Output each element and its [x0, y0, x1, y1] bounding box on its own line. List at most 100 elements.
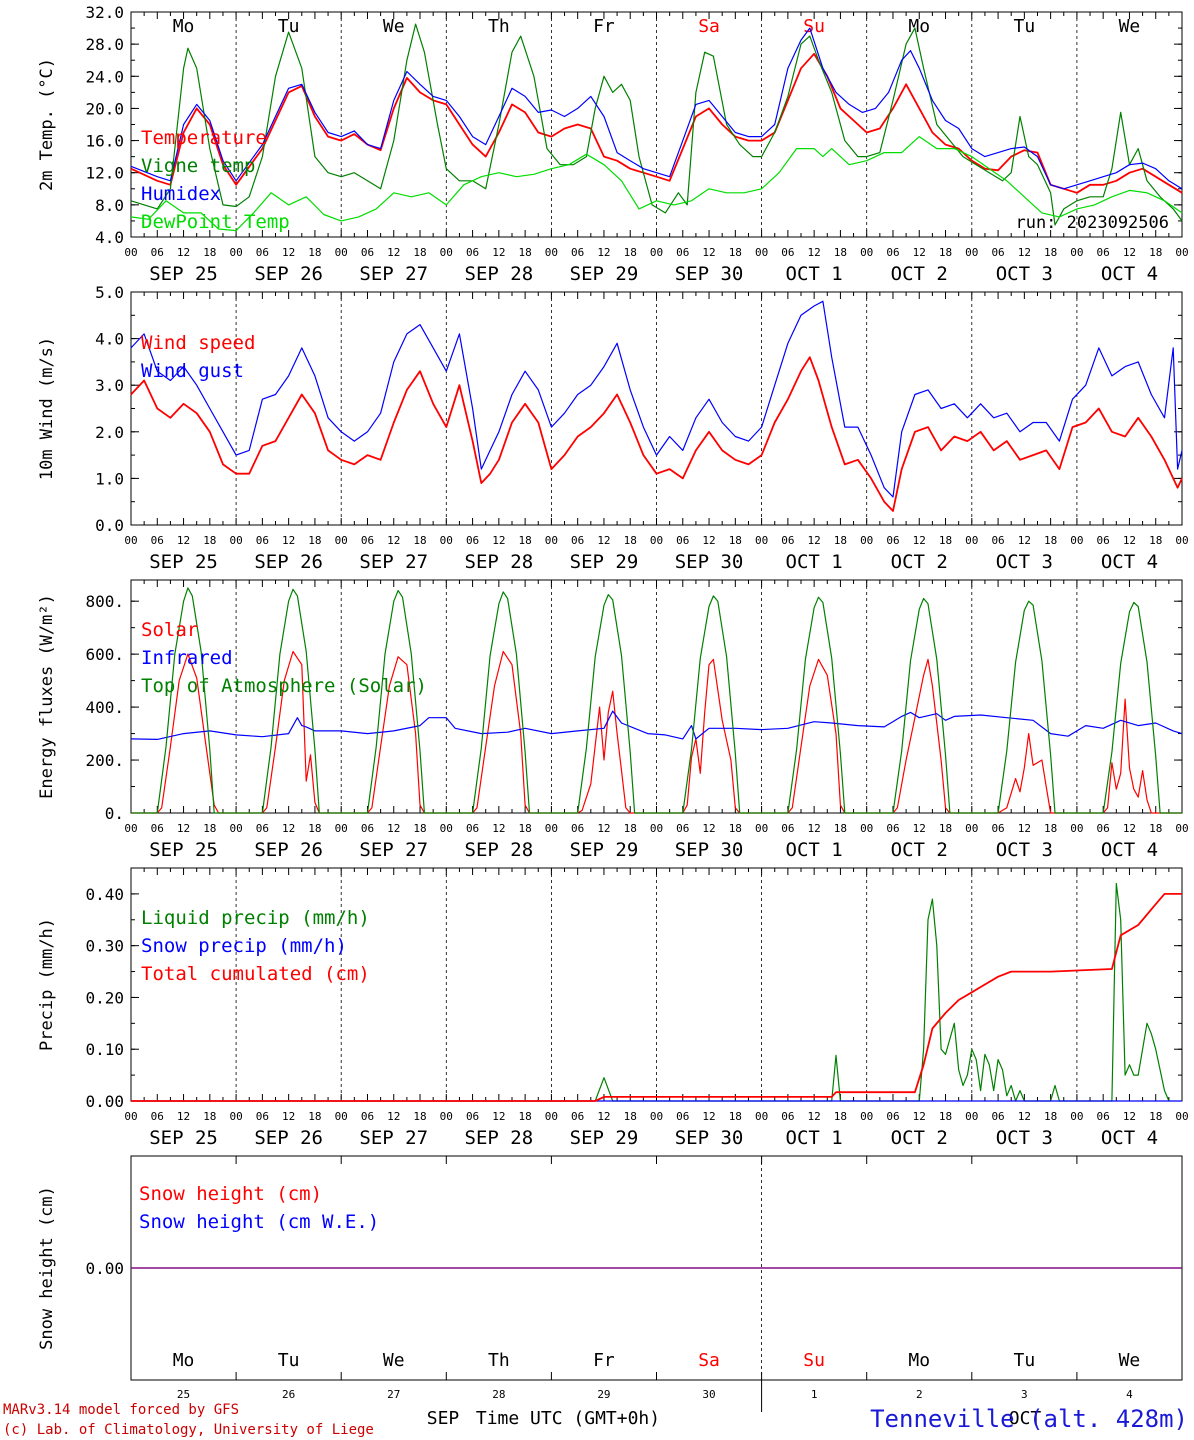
legend-entry: DewPoint Temp: [141, 211, 290, 233]
hour-tick-label: 00: [1070, 822, 1083, 835]
hour-tick-label: 06: [571, 822, 584, 835]
y-tick-label: 0.: [105, 804, 124, 823]
date-label: SEP 26: [254, 1127, 323, 1149]
hour-tick-label: 18: [729, 534, 742, 547]
y-axis-label: Precip (mm/h): [37, 918, 57, 1051]
hour-tick-label: 06: [151, 534, 164, 547]
panel-temperature: 00 06 12 18 00 06 12 18 00 06 12 18 00 06 12 18 00 06 12 18…: [37, 3, 1189, 285]
day-number: 29: [597, 1388, 610, 1401]
hour-tick-label: 18: [624, 246, 637, 259]
day-name: Mo: [173, 16, 195, 37]
date-label: OCT 1: [786, 263, 843, 285]
y-tick-label: 800.: [85, 592, 124, 611]
date-label: SEP 26: [254, 263, 323, 285]
hour-tick-label: 06: [676, 534, 689, 547]
date-label: SEP 25: [149, 1127, 218, 1149]
hour-tick-label: 00: [335, 1110, 348, 1123]
date-label: OCT 2: [891, 839, 948, 861]
hour-tick-label: 12: [387, 246, 400, 259]
hour-tick-label: 00: [229, 1110, 242, 1123]
hour-tick-label: 18: [1044, 534, 1057, 547]
hour-tick-label: 00: [1175, 1110, 1188, 1123]
hour-tick-label: 18: [1149, 1110, 1162, 1123]
date-label: SEP 28: [465, 1127, 534, 1149]
hour-tick-label: 00: [650, 822, 663, 835]
hour-tick-label: 06: [151, 246, 164, 259]
day-name: We: [1119, 1350, 1141, 1371]
day-name: Mo: [908, 1350, 930, 1371]
hour-tick-label: 12: [702, 246, 715, 259]
hour-tick-label: 18: [1149, 534, 1162, 547]
date-label: OCT 2: [891, 551, 948, 573]
y-tick-label: 200.: [85, 751, 124, 770]
hour-tick-label: 00: [860, 1110, 873, 1123]
hour-tick-label: 06: [886, 534, 899, 547]
date-label: SEP 30: [675, 551, 744, 573]
hour-tick-label: 18: [203, 534, 216, 547]
hour-tick-label: 12: [1123, 534, 1136, 547]
date-label: SEP 27: [359, 263, 428, 285]
hour-tick-label: 06: [1097, 1110, 1110, 1123]
hour-tick-label: 06: [571, 246, 584, 259]
date-label: OCT 1: [786, 839, 843, 861]
panel-snow: 0.00 Snow height (cm) Snow height (cm) Snow…: [37, 1155, 1183, 1412]
hour-tick-label: 00: [650, 1110, 663, 1123]
hour-tick-label: 00: [440, 822, 453, 835]
hour-tick-label: 06: [1097, 534, 1110, 547]
hour-tick-label: 12: [492, 822, 505, 835]
hour-tick-label: 18: [413, 246, 426, 259]
date-label: SEP 27: [359, 551, 428, 573]
y-tick-label: 24.0: [85, 67, 124, 86]
hour-tick-label: 18: [624, 534, 637, 547]
hour-tick-label: 00: [1175, 246, 1188, 259]
hour-tick-label: 06: [466, 822, 479, 835]
hour-tick-label: 18: [729, 1110, 742, 1123]
hour-tick-label: 12: [282, 1110, 295, 1123]
date-label: OCT 3: [996, 1127, 1053, 1149]
hour-tick-label: 12: [1123, 1110, 1136, 1123]
hour-tick-label: 00: [545, 1110, 558, 1123]
day-number: 1: [811, 1388, 818, 1401]
hour-tick-label: 06: [361, 246, 374, 259]
y-tick-label: 32.0: [85, 3, 124, 22]
hour-tick-label: 12: [808, 246, 821, 259]
hour-tick-label: 12: [492, 1110, 505, 1123]
hour-tick-label: 12: [913, 1110, 926, 1123]
y-tick-label: 0.10: [85, 1040, 124, 1059]
hour-tick-label: 18: [519, 246, 532, 259]
hour-tick-label: 12: [492, 534, 505, 547]
hour-tick-label: 18: [1044, 246, 1057, 259]
hour-tick-label: 18: [1149, 246, 1162, 259]
legend-entry: Humidex: [141, 183, 221, 205]
date-label: OCT 4: [1101, 551, 1158, 573]
hour-tick-label: 00: [1070, 1110, 1083, 1123]
hour-tick-label: 12: [597, 534, 610, 547]
hour-tick-label: 00: [124, 1110, 137, 1123]
hour-tick-label: 06: [466, 534, 479, 547]
panel-precip: 00 06 12 18 00 06 12 18 00 06 12 18 00 06 12 18 00 06 12 18…: [37, 867, 1189, 1149]
date-label: OCT 2: [891, 263, 948, 285]
model-credit: MARv3.14 model forced by GFS: [3, 1402, 239, 1418]
y-tick-label: 0.20: [85, 988, 124, 1007]
series-line-top-of-atmosphere-solar-: [131, 587, 1182, 814]
hour-tick-label: 00: [650, 246, 663, 259]
hour-tick-label: 18: [939, 822, 952, 835]
hour-tick-label: 06: [991, 534, 1004, 547]
date-label: SEP 28: [465, 839, 534, 861]
hour-tick-label: 12: [1018, 534, 1031, 547]
y-tick-label: 600.: [85, 645, 124, 664]
hour-tick-label: 06: [256, 534, 269, 547]
hour-tick-label: 06: [781, 1110, 794, 1123]
hour-tick-label: 00: [335, 822, 348, 835]
hour-tick-label: 00: [545, 822, 558, 835]
legend-entry: Temperature: [141, 127, 267, 149]
day-name: Sa: [698, 16, 720, 37]
hour-tick-label: 12: [913, 822, 926, 835]
date-label: SEP 25: [149, 551, 218, 573]
hour-tick-label: 00: [755, 1110, 768, 1123]
hour-tick-label: 18: [729, 822, 742, 835]
hour-tick-label: 18: [939, 246, 952, 259]
series-line-wind-speed: [130, 356, 1183, 512]
day-name: Tu: [278, 1350, 300, 1371]
hour-tick-label: 12: [177, 1110, 190, 1123]
